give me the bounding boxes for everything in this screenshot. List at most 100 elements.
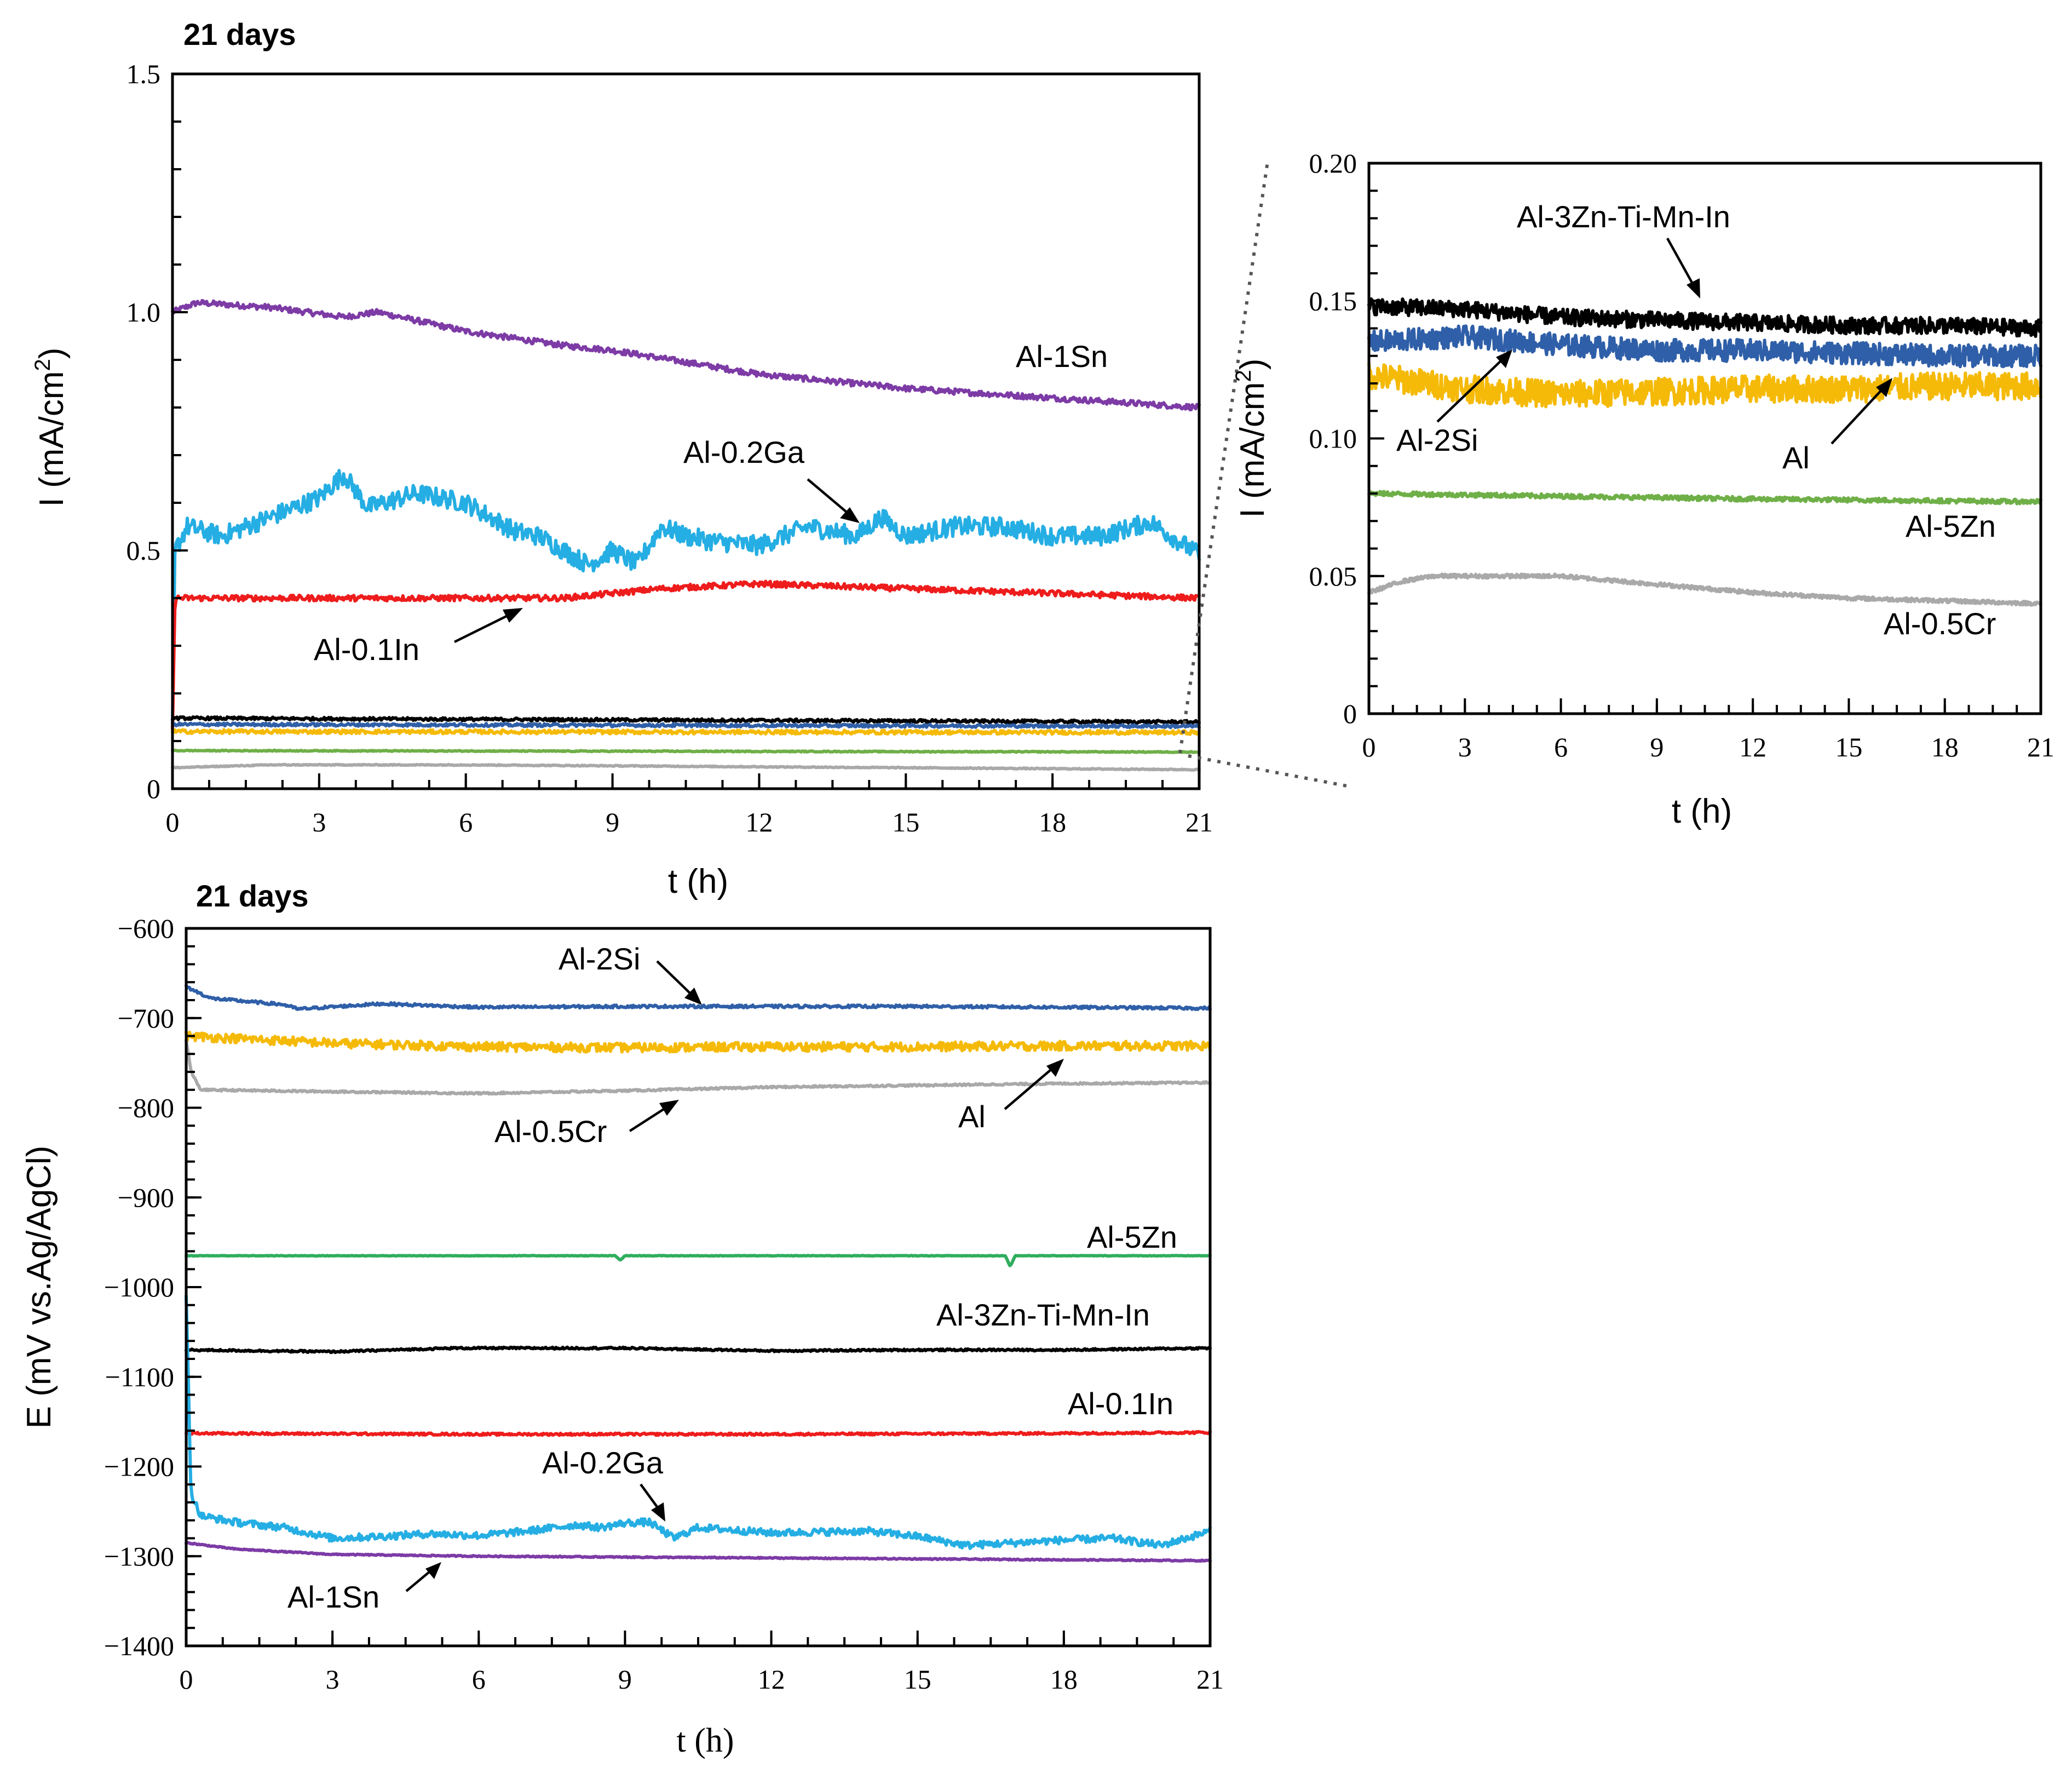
x-tick-label-current-main: 18: [1039, 807, 1066, 837]
x-tick-label-current-zoom: 0: [1362, 732, 1376, 762]
y-tick-label-current-main: 0.5: [126, 535, 161, 566]
y-axis-title-zoom-sup: 2: [1231, 370, 1256, 382]
label-al-0.2ga-current: Al-0.2Ga: [683, 435, 805, 469]
x-tick-label-current-zoom: 15: [1835, 732, 1862, 762]
series-al-2si-potential: [185, 984, 1212, 1011]
series-al-current-zoom: [1367, 362, 2042, 409]
series-al-0.5cr-current-zoom: [1367, 572, 2042, 607]
arrowhead-al-0.1in-current: [503, 608, 523, 623]
y-axis-title-zoom-tail: ): [1234, 359, 1271, 370]
x-tick-label-current-zoom: 3: [1458, 732, 1472, 762]
series-al-0.2ga-current-main: [171, 469, 1201, 725]
y-tick-label-current-zoom: 0.10: [1309, 423, 1357, 454]
arrow-al-1sn-potential: [405, 1568, 434, 1592]
x-tick-label-current-main: 0: [166, 807, 180, 837]
plot-area-current: [171, 72, 1201, 790]
series-layer-current: [171, 299, 1201, 772]
chart-title-potential: 21 days: [196, 879, 309, 913]
series-al-3zn-ti-mn-in-current-zoom: [1367, 297, 2042, 338]
y-axis-title-current-main: I (mA/cm: [33, 371, 71, 507]
y-tick-label-current-zoom: 0.20: [1309, 148, 1357, 179]
arrowhead-al-2si-zoom: [1496, 349, 1512, 368]
series-al-3zn-ti-mn-in-potential: [185, 1345, 1212, 1354]
series-al-0.5cr-potential: [185, 1038, 1212, 1096]
y-tick-label-current-main: 1.0: [126, 297, 161, 328]
y-tick-label-potential: −900: [118, 1182, 174, 1213]
zoom-connector-top: [1178, 161, 1269, 754]
y-axis-title-current: I (mA/cm2): [31, 348, 71, 507]
y-axis-title-zoom: I (mA/cm2): [1231, 359, 1271, 518]
y-tick-label-current-zoom: 0.05: [1309, 561, 1357, 592]
arrow-al-0.1in-current: [454, 612, 513, 644]
y-axis-current: 0 0.5 1.0 1.5: [126, 59, 188, 804]
arrowhead-al-zoom: [1876, 378, 1892, 397]
x-tick-label-potential: 3: [326, 1664, 339, 1695]
label-al-zoom: Al: [1782, 440, 1810, 475]
x-tick-label-current-main: 15: [892, 807, 919, 837]
potential-chart: 21 days 0 3 6 9 12 15 18 21 −1400 −1300 −1200 −110…: [20, 879, 1224, 1759]
x-axis-current: 0 3 6 9 12 15 18 21: [166, 773, 1213, 837]
series-al-2si-current-main: [171, 721, 1201, 730]
arrow-al-0.2ga-current: [807, 478, 851, 516]
arrow-al-zoom: [1831, 387, 1885, 445]
y-axis-title-current-sup: 2: [31, 359, 55, 371]
x-axis-potential: 0 3 6 9 12 15 18 21: [180, 1631, 1224, 1695]
y-axis-title-current-tail: ): [33, 348, 71, 359]
x-tick-label-potential: 0: [180, 1664, 193, 1695]
label-al-3zn-ti-mn-in-zoom: Al-3Zn-Ti-Mn-In: [1517, 199, 1730, 234]
y-axis-potential: −1400 −1300 −1200 −1100 −1000 −900 −800 −700 −60…: [104, 913, 202, 1661]
series-al-0.1in-current-main: [171, 579, 1201, 731]
x-axis-title-current: t (h): [668, 863, 728, 900]
arrowhead-al-1sn-potential: [425, 1562, 441, 1579]
arrowhead-al-2si-potential: [684, 988, 702, 1005]
chart-title-current: 21 days: [183, 17, 296, 51]
current-chart: 21 days 0 3 6 9 12 15 18 21 0 0.5 1.0 1.5 t (h) I …: [31, 17, 1213, 900]
current-zoom-chart: 0 3 6 9 12 15 18 21 0 0.05 0.10 0.15 0.20 t (h) I (…: [1231, 148, 2054, 830]
y-tick-label-potential: −800: [118, 1093, 174, 1123]
x-axis-zoom: 0 3 6 9 12 15 18 21: [1362, 698, 2054, 762]
arrow-al-0.2ga-potential: [640, 1483, 661, 1512]
y-tick-label-potential: −1300: [104, 1541, 174, 1571]
x-tick-label-current-main: 6: [459, 807, 473, 837]
series-al-1sn-potential: [185, 1541, 1212, 1563]
label-al-0.2ga-potential: Al-0.2Ga: [542, 1445, 664, 1480]
series-layer-potential: [185, 984, 1212, 1563]
label-al-5zn-zoom: Al-5Zn: [1906, 509, 1996, 543]
x-tick-label-potential: 21: [1196, 1664, 1224, 1695]
series-al-current-main: [171, 728, 1201, 736]
arrow-al-0.5cr-potential: [629, 1105, 669, 1132]
x-tick-label-current-zoom: 6: [1554, 732, 1568, 762]
series-al-0.2ga-potential: [185, 1294, 1212, 1550]
arrow-al-2si-zoom: [1436, 358, 1504, 423]
label-al-0.1in-current: Al-0.1In: [314, 632, 419, 667]
label-al-2si-zoom: Al-2Si: [1396, 423, 1478, 457]
series-al-5zn-current-main: [171, 748, 1201, 754]
x-tick-label-potential: 6: [472, 1664, 486, 1695]
y-tick-label-potential: −1100: [105, 1362, 174, 1392]
x-tick-label-potential: 9: [618, 1664, 632, 1695]
series-al-0.5cr-current-main: [171, 762, 1201, 772]
series-al-5zn-potential: [185, 1254, 1212, 1267]
series-al-1sn-current-main: [171, 299, 1201, 411]
x-tick-label-current-main: 12: [745, 807, 773, 837]
plot-frame-current: [171, 72, 1201, 790]
series-al-0.1in-potential: [185, 1430, 1212, 1437]
x-tick-label-potential: 15: [904, 1664, 931, 1695]
y-tick-label-potential: −700: [118, 1003, 174, 1034]
arrowhead-al-0.5cr-potential: [659, 1100, 679, 1116]
x-tick-label-current-zoom: 12: [1739, 732, 1766, 762]
arrow-al-2si-potential: [656, 960, 694, 997]
x-tick-label-potential: 12: [758, 1664, 785, 1695]
x-tick-label-current-main: 3: [312, 807, 326, 837]
x-tick-label-current-zoom: 18: [1931, 732, 1959, 762]
label-al-0.1in-potential: Al-0.1In: [1068, 1386, 1173, 1421]
y-tick-label-current-zoom: 0.15: [1309, 285, 1357, 316]
y-tick-label-potential: −1000: [104, 1272, 174, 1302]
x-tick-label-potential: 18: [1050, 1664, 1078, 1695]
y-tick-label-current-main: 0: [147, 773, 160, 804]
arrow-al-3zn-zoom: [1666, 237, 1696, 289]
y-axis-title-potential: E (mV vs.Ag/AgCl): [20, 1146, 58, 1429]
series-al-3zn-ti-mn-in-current-main: [171, 715, 1201, 725]
x-tick-label-current-zoom: 9: [1650, 732, 1664, 762]
